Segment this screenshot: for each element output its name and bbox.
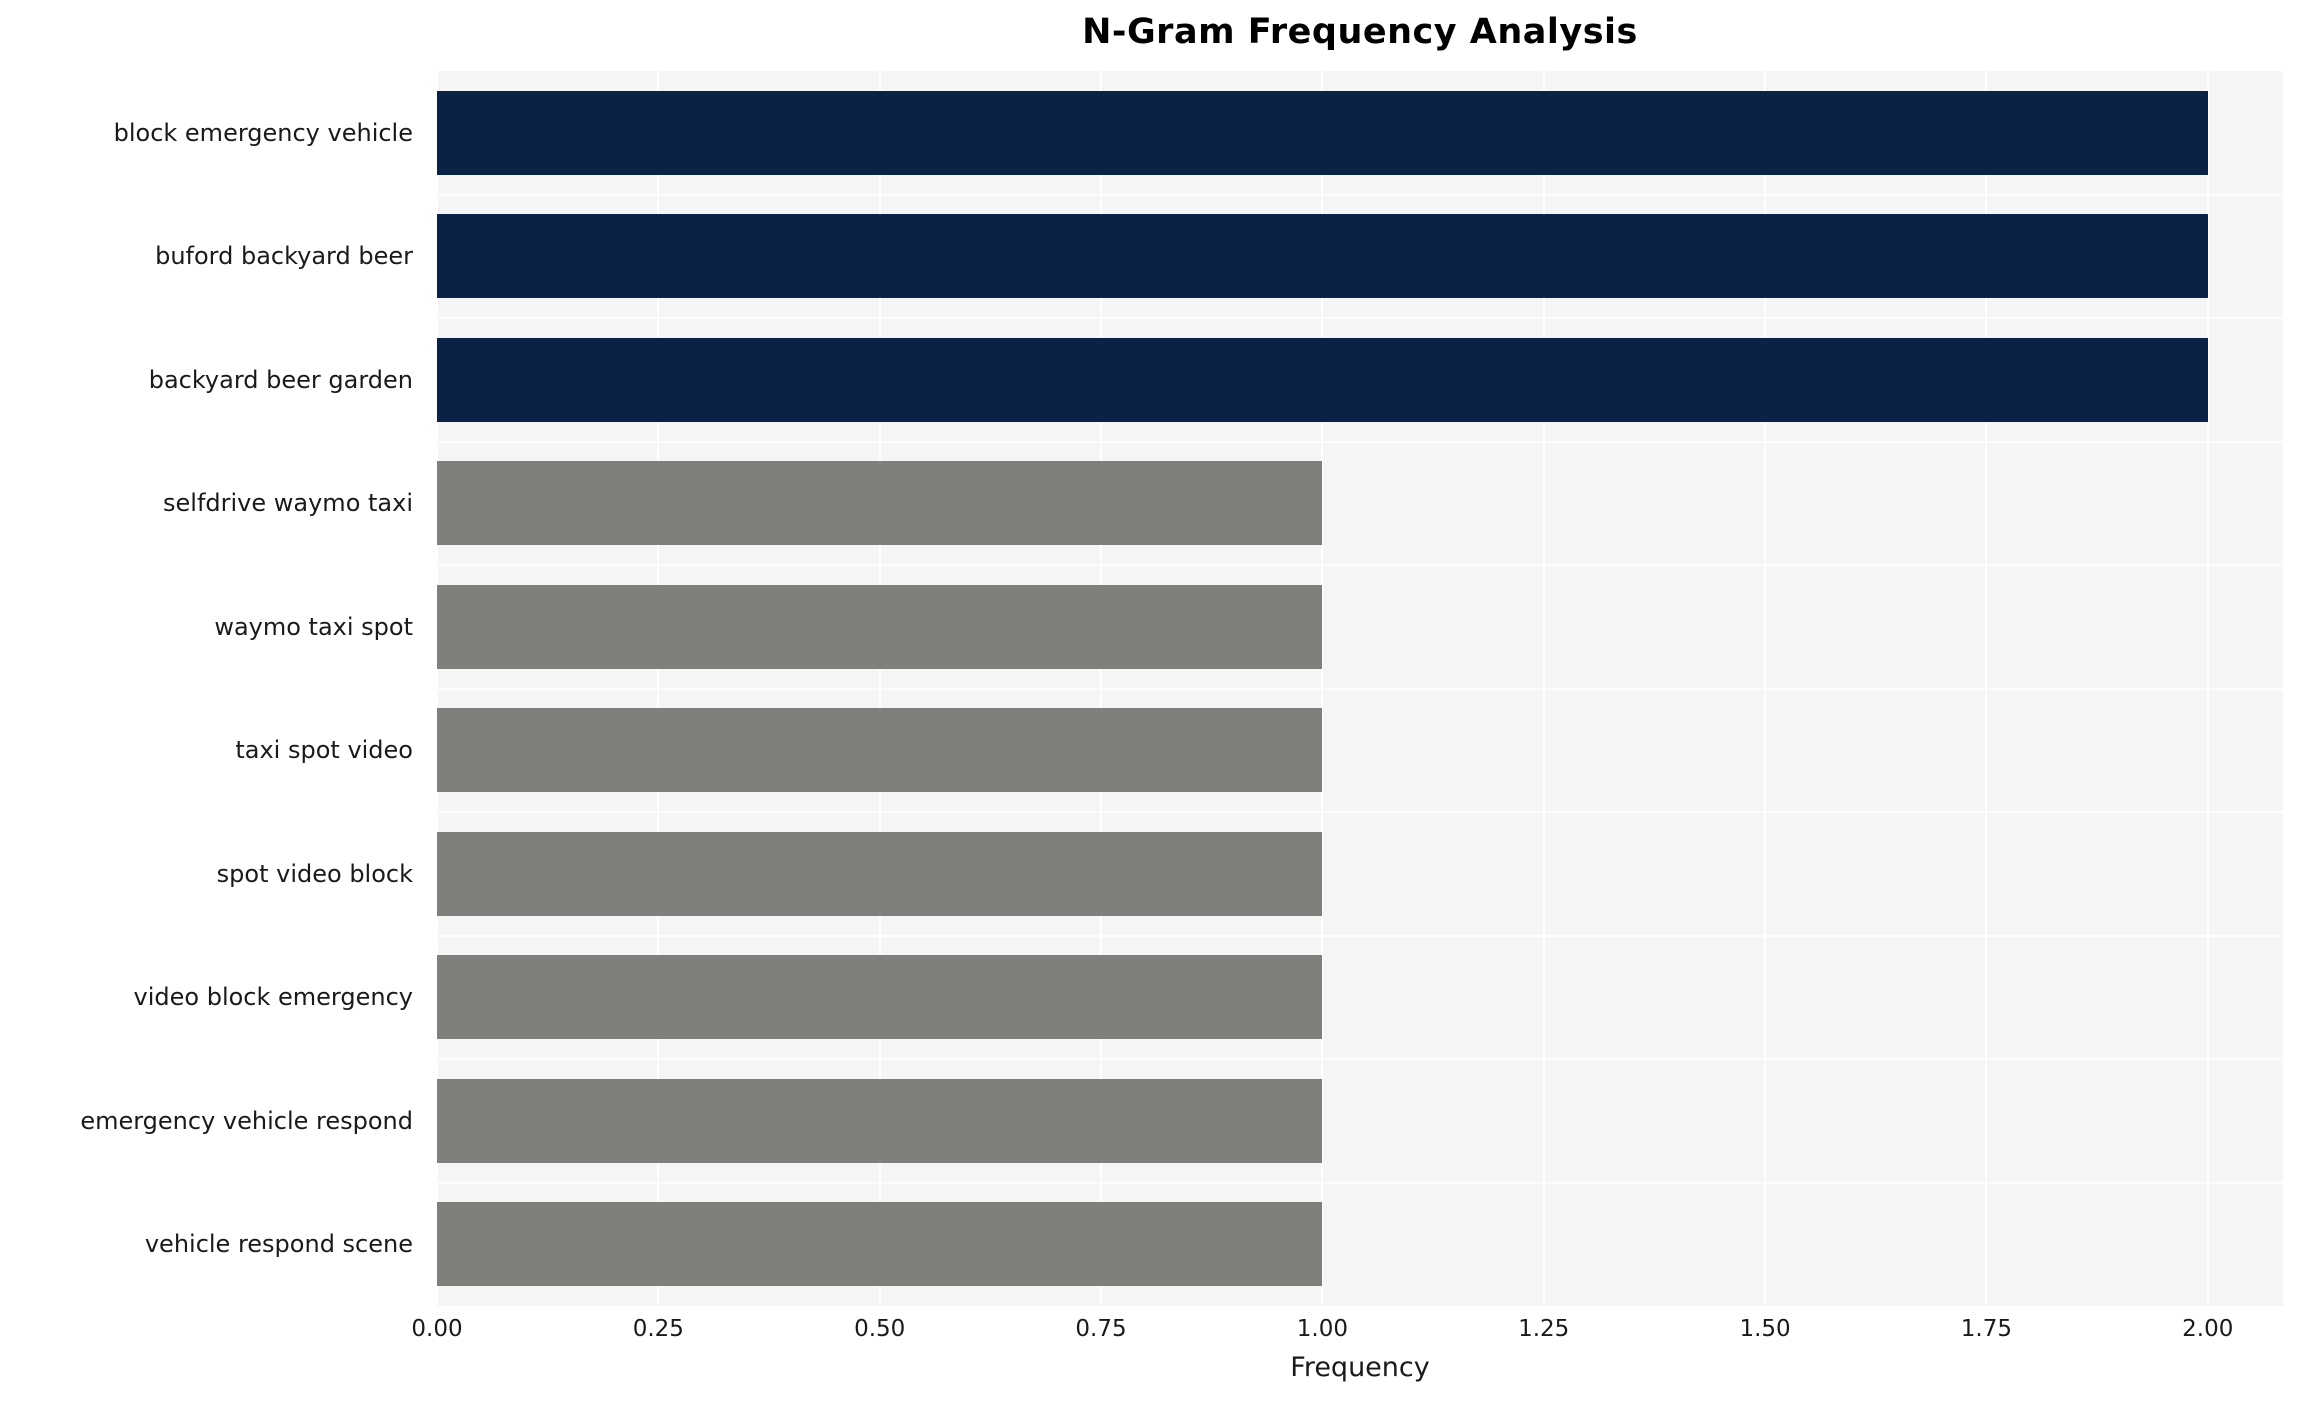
chart-title: N-Gram Frequency Analysis	[1082, 12, 1638, 52]
x-tick-label: 1.75	[1960, 1316, 2012, 1342]
x-axis-title: Frequency	[1290, 1352, 1430, 1383]
bar-rows	[437, 71, 2283, 1306]
gridline-y	[437, 811, 2283, 813]
x-tick-label: 0.50	[854, 1316, 906, 1342]
gridline-y	[437, 317, 2283, 319]
bar-row	[437, 936, 2283, 1060]
y-axis-label: emergency vehicle respond	[80, 1106, 413, 1135]
x-tick-label: 0.75	[1075, 1316, 1127, 1342]
y-axis-label: backyard beer garden	[148, 365, 413, 394]
x-tick-label: 1.25	[1518, 1316, 1570, 1342]
gridline-y	[437, 564, 2283, 566]
x-tick-label: 1.00	[1296, 1316, 1348, 1342]
bar-row	[437, 565, 2283, 689]
x-axis-ticks: 0.00 0.25 0.50 0.75 1.00 1.25 1.50 1.75 2.00	[411, 1316, 2283, 1350]
bar-spot-video-block	[437, 831, 1323, 916]
gridline-y	[437, 193, 2283, 196]
y-axis-label: video block emergency	[133, 983, 413, 1012]
gridline-y	[437, 1181, 2283, 1184]
y-axis-label: taxi spot video	[235, 736, 413, 765]
plot-area	[436, 71, 2283, 1306]
gridline-y	[437, 440, 2283, 443]
bar-row	[437, 71, 2283, 195]
y-axis-label: vehicle respond scene	[144, 1230, 413, 1259]
x-tick-label: 1.50	[1739, 1316, 1791, 1342]
bar-selfdrive-waymo-taxi	[437, 461, 1323, 546]
gridline-y	[437, 1058, 2283, 1060]
y-axis-label: spot video block	[216, 859, 413, 888]
y-axis-labels: block emergency vehicle buford backyard b…	[0, 71, 425, 1306]
bar-row	[437, 195, 2283, 319]
bar-row	[437, 1059, 2283, 1183]
x-tick-label: 2.00	[2182, 1316, 2234, 1342]
y-axis-label: block emergency vehicle	[113, 118, 413, 147]
bar-video-block-emergency	[437, 955, 1323, 1040]
bar-block-emergency-vehicle	[437, 90, 2208, 175]
bar-waymo-taxi-spot	[437, 584, 1323, 669]
bar-buford-backyard-beer	[437, 214, 2208, 299]
gridline-y	[437, 934, 2283, 937]
x-tick-label: 0.00	[411, 1316, 463, 1342]
bar-row	[437, 442, 2283, 566]
x-tick-label: 0.25	[632, 1316, 684, 1342]
bar-row	[437, 812, 2283, 936]
y-axis-label: waymo taxi spot	[214, 612, 413, 641]
gridline-y	[437, 687, 2283, 690]
bar-row	[437, 689, 2283, 813]
bar-taxi-spot-video	[437, 708, 1323, 793]
bar-vehicle-respond-scene	[437, 1202, 1323, 1287]
y-axis-label: buford backyard beer	[155, 242, 413, 271]
bar-row	[437, 1183, 2283, 1307]
y-axis-label: selfdrive waymo taxi	[163, 489, 413, 518]
bar-backyard-beer-garden	[437, 337, 2208, 422]
bar-emergency-vehicle-respond	[437, 1078, 1323, 1163]
bar-row	[437, 318, 2283, 442]
